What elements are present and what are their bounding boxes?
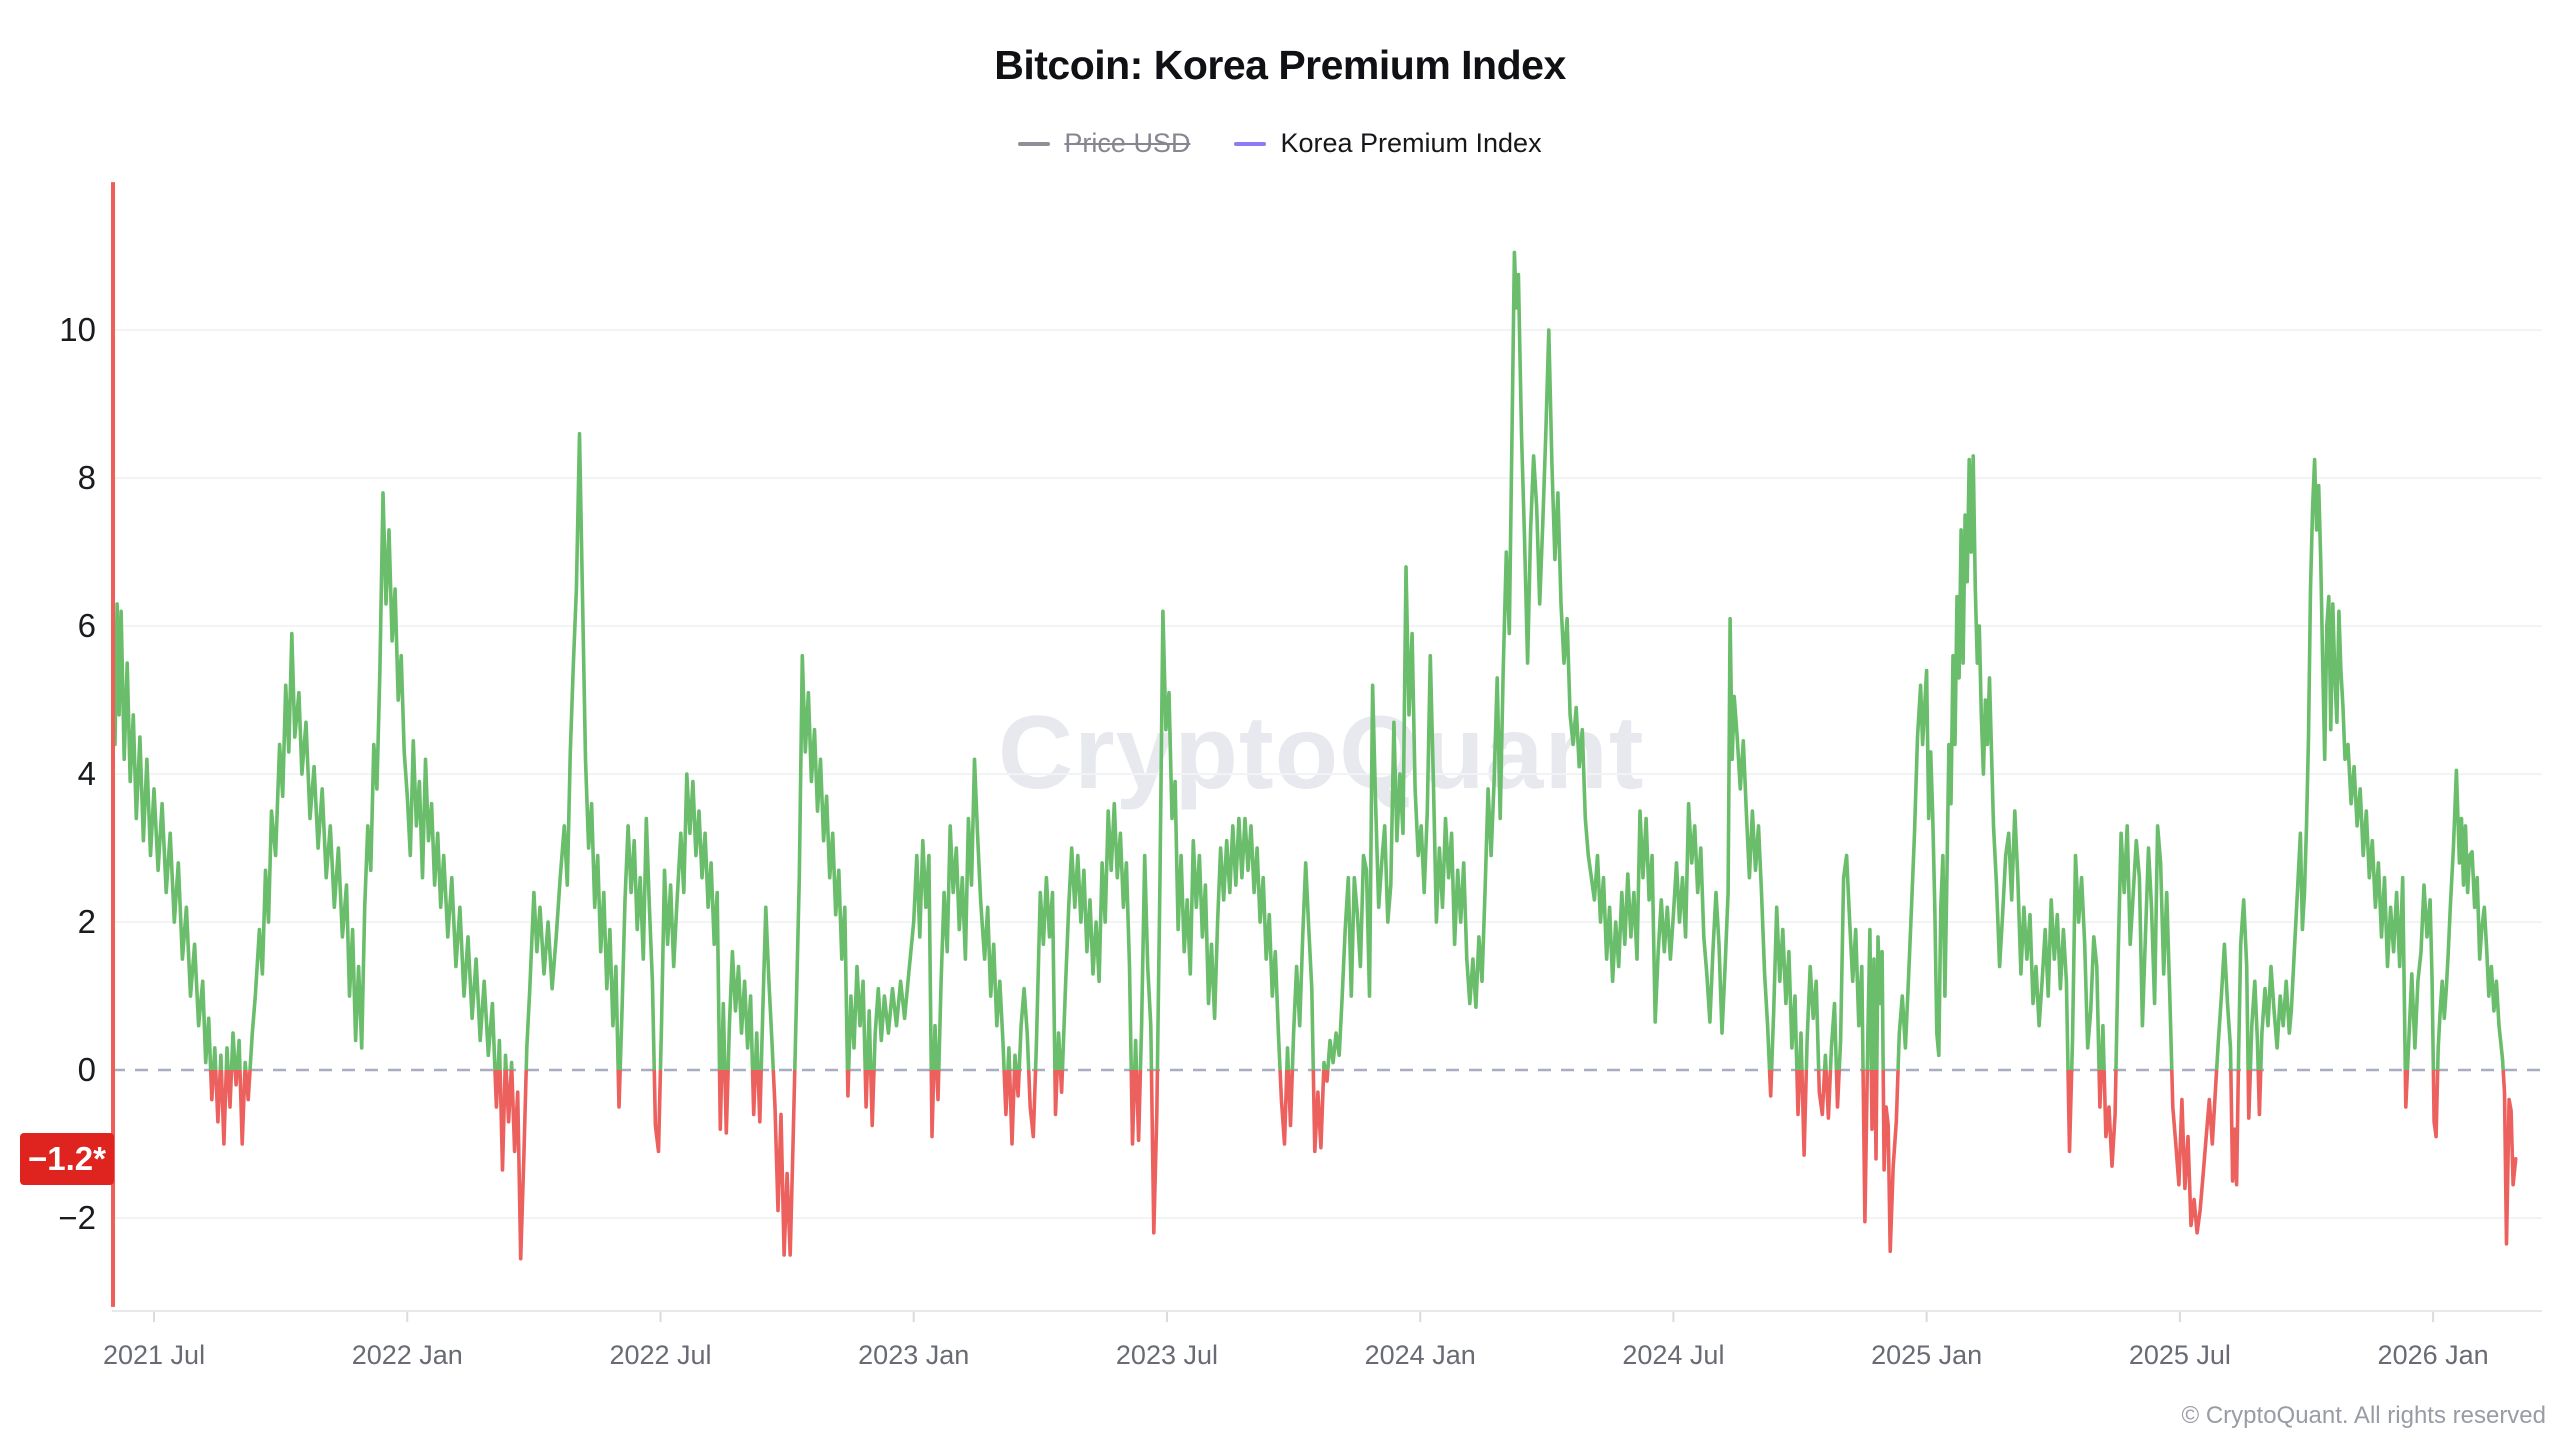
y-tick-label: 2 xyxy=(77,903,96,941)
y-tick-label: 6 xyxy=(77,607,96,645)
x-tick-label: 2021 Jul xyxy=(102,1340,206,1370)
y-tick-label: −2 xyxy=(58,1199,96,1237)
legend-item-korea-premium-index[interactable]: Korea Premium Index xyxy=(1234,128,1542,159)
copyright-text: © CryptoQuant. All rights reserved xyxy=(2181,1402,2547,1429)
y-tick-label: 10 xyxy=(59,311,96,349)
x-tick-label: 2022 Jan xyxy=(351,1340,463,1370)
x-tick-label: 2024 Jan xyxy=(1364,1340,1476,1370)
plot-area[interactable] xyxy=(111,120,2542,1322)
y-tick-label: 4 xyxy=(77,755,96,793)
latest-value-badge: −1.2* xyxy=(20,1132,114,1185)
legend: Price USD Korea Premium Index xyxy=(0,128,2560,159)
series-line-positive xyxy=(113,250,2505,1071)
legend-item-price-usd[interactable]: Price USD xyxy=(1018,128,1190,159)
watermark: CryptoQuant xyxy=(998,695,1645,811)
x-tick-label: 2022 Jul xyxy=(609,1340,712,1370)
x-tick-label: 2025 Jan xyxy=(1871,1340,1983,1370)
x-tick-label: 2026 Jan xyxy=(2377,1340,2489,1370)
chart-title: Bitcoin: Korea Premium Index xyxy=(994,42,1566,88)
premium-line-chart xyxy=(111,182,2542,1322)
x-tick-label: 2025 Jul xyxy=(2128,1340,2231,1370)
y-tick-label: 8 xyxy=(77,459,96,497)
x-tick-label: 2023 Jul xyxy=(1115,1340,1218,1370)
legend-label-price-usd: Price USD xyxy=(1064,128,1191,158)
x-tick-label: 2024 Jul xyxy=(1622,1340,1725,1370)
series-line-negative xyxy=(208,1070,2518,1261)
price-usd-dash-icon xyxy=(1018,141,1051,146)
legend-label-korea-premium-index: Korea Premium Index xyxy=(1280,128,1542,158)
y-tick-label: 0 xyxy=(77,1051,96,1089)
korea-premium-index-dash-icon xyxy=(1234,141,1267,146)
x-tick-label: 2023 Jan xyxy=(858,1340,970,1370)
